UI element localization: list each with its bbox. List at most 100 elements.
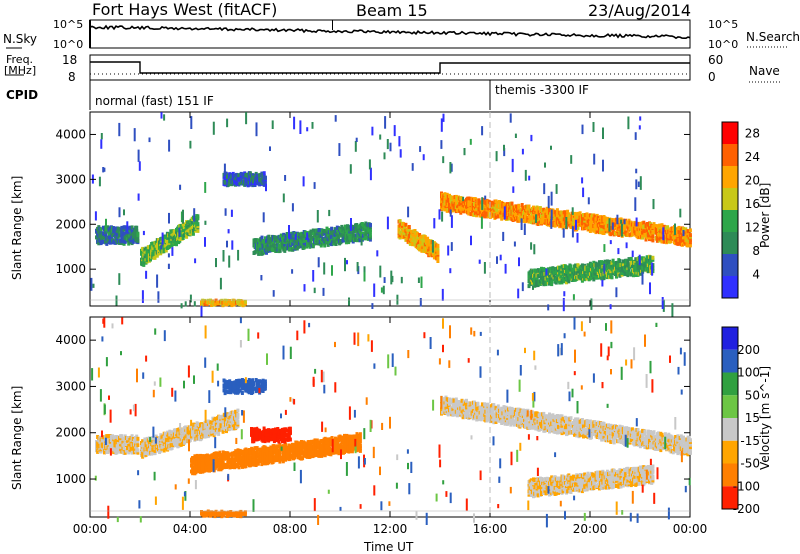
power-noise (627, 116, 630, 130)
power-cell (136, 238, 140, 243)
power-cell (334, 242, 338, 246)
power-noise (483, 262, 486, 274)
power-noise (102, 167, 105, 173)
power-cell (100, 238, 104, 243)
power-cell (629, 256, 633, 261)
power-cell (239, 178, 243, 183)
power-cell (538, 282, 542, 286)
power-noise (137, 149, 140, 162)
power-noise (530, 134, 533, 142)
power-cell (619, 217, 623, 222)
power-noise (470, 235, 472, 246)
power-cell (588, 229, 592, 233)
power-cell (230, 177, 234, 182)
power-cell (313, 236, 316, 241)
power-noise (571, 207, 574, 215)
power-noise (363, 272, 366, 282)
power-noise (547, 304, 550, 311)
power-noise (575, 219, 577, 230)
power-noise (382, 285, 385, 295)
power-noise (103, 167, 106, 172)
velocity-cell (151, 438, 155, 443)
power-cell (669, 234, 673, 239)
power-cell (603, 216, 607, 221)
power-cell (244, 175, 248, 180)
power-cell (651, 230, 655, 235)
power-cell (628, 265, 632, 270)
power-cell (541, 220, 545, 225)
power-cell (645, 255, 649, 260)
power-noise (288, 225, 290, 239)
power-noise (396, 294, 399, 305)
velocity-cell (245, 450, 249, 455)
power-noise (299, 120, 302, 134)
power-cell (651, 234, 655, 239)
power-cell (688, 240, 692, 245)
cpid-label: CPID (6, 88, 39, 102)
power-noise (118, 122, 121, 137)
power-noise (105, 218, 107, 232)
velocity-cell (135, 434, 139, 439)
power-cell (210, 303, 214, 307)
power-noise (513, 241, 516, 247)
power-cell (565, 280, 568, 285)
power-noise (212, 121, 215, 135)
power-noise (100, 139, 103, 149)
power-cell (411, 242, 415, 247)
power-noise (303, 284, 306, 292)
power-noise (447, 245, 450, 256)
power-noise (545, 268, 548, 276)
power-noise (189, 140, 192, 149)
power-cell (568, 214, 572, 219)
power-cell (591, 266, 595, 271)
power-noise (380, 287, 383, 293)
power-noise (379, 134, 382, 140)
power-noise (438, 209, 441, 220)
power-noise (228, 255, 231, 268)
power-noise (223, 163, 226, 172)
power-cell (442, 194, 446, 199)
power-noise (294, 234, 297, 240)
power-noise (189, 294, 192, 303)
power-noise (271, 120, 274, 129)
power-cell (470, 210, 474, 215)
power-cell (453, 197, 457, 202)
power-noise (570, 155, 573, 164)
power-noise (331, 265, 333, 276)
power-cell (190, 220, 194, 225)
power-cell (187, 220, 191, 225)
power-noise (520, 218, 523, 230)
power-cell (595, 229, 599, 234)
power-noise (530, 242, 533, 250)
velocity-cell (259, 451, 263, 456)
power-cell (550, 278, 554, 283)
velocity-cell (256, 461, 260, 466)
power-cell (624, 264, 628, 269)
power-cell (495, 210, 499, 215)
power-noise (635, 179, 638, 190)
power-noise (260, 275, 263, 281)
velocity-cell (180, 436, 184, 441)
power-cell (567, 279, 571, 284)
power-noise (168, 212, 170, 224)
power-cell (279, 233, 283, 238)
power-cell (348, 227, 352, 232)
power-noise (532, 285, 534, 290)
power-cell (302, 243, 306, 248)
power-cell (668, 231, 672, 236)
power-noise (317, 257, 320, 268)
power-noise (160, 244, 163, 250)
velocity-cell (136, 448, 140, 453)
power-cell (685, 237, 689, 242)
power-cell (418, 233, 422, 237)
velocity-cell (263, 445, 267, 450)
power-cell (114, 231, 118, 236)
velocity-cell (136, 443, 140, 448)
power-cell (686, 229, 690, 234)
power-cell (354, 236, 357, 241)
power-cell (600, 224, 604, 229)
power-cell (596, 262, 600, 267)
power-noise (118, 273, 121, 285)
power-noise (284, 175, 287, 181)
power-cell (408, 241, 412, 246)
